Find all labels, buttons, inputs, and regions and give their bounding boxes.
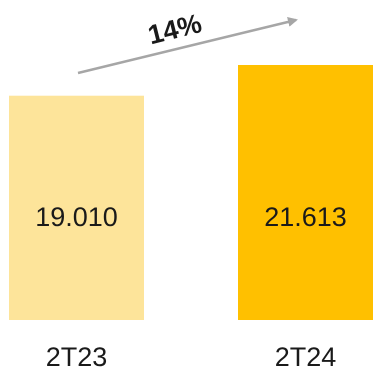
value-label-2T23: 19.010: [35, 202, 118, 232]
bar-2T24: [238, 65, 373, 320]
bar-2T23: [9, 95, 144, 320]
category-labels-group: 2T23 2T24: [46, 342, 337, 369]
category-label-2T24: 2T24: [275, 342, 337, 369]
value-label-2T24: 21.613: [264, 202, 347, 232]
growth-arrow: [77, 17, 298, 75]
category-label-2T23: 2T23: [46, 342, 108, 369]
value-labels-group: 19.010 21.613: [35, 202, 347, 232]
bars-group: [9, 65, 373, 320]
